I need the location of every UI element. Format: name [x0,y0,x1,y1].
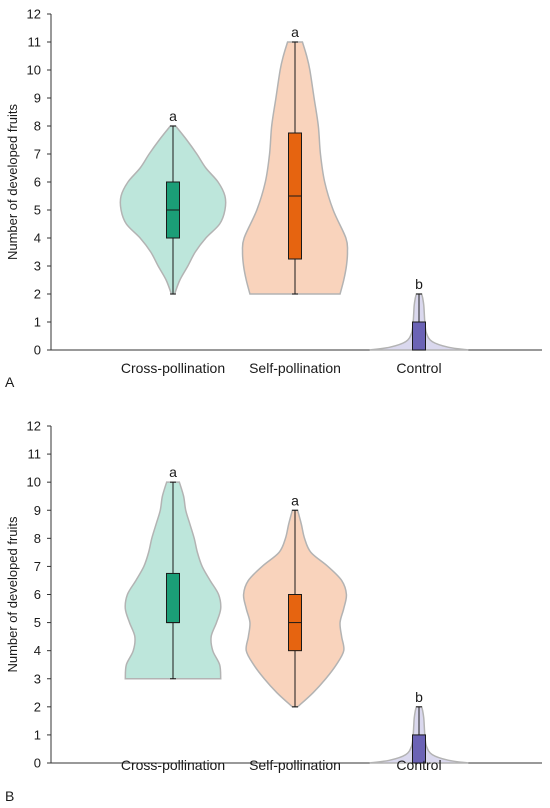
significance-letter: a [169,464,177,480]
y-tick-label: 11 [28,35,42,50]
y-tick-label: 12 [27,419,41,434]
violin-self-pollination: a [241,24,349,295]
significance-letter: b [415,276,423,292]
box-iqr [412,321,426,351]
y-tick-label: 1 [34,315,41,330]
panel-label: A [5,374,15,390]
x-category-label: Control [396,360,441,376]
significance-letter: a [291,492,299,508]
violin-cross-pollination: a [124,464,222,680]
y-tick-label: 5 [34,615,41,630]
y-tick-label: 9 [34,503,41,518]
y-tick-label: 7 [34,559,41,574]
x-category-label: Control [396,757,441,773]
y-tick-label: 4 [34,643,41,658]
panel-label: B [5,788,14,804]
violin-self-pollination: a [242,492,348,708]
y-tick-label: 6 [34,587,41,602]
y-tick-label: 9 [34,91,41,106]
y-axis-label: Number of developed fruits [5,516,20,673]
significance-letter: b [415,689,423,705]
y-tick-label: 0 [34,756,41,771]
y-tick-label: 8 [34,531,41,546]
violin-cross-pollination: a [119,108,227,295]
y-tick-label: 8 [34,119,41,134]
y-tick-label: 10 [27,475,41,490]
y-tick-label: 10 [27,63,41,78]
box-iqr [166,572,180,624]
y-tick-label: 7 [34,147,41,162]
y-tick-label: 2 [34,287,41,302]
significance-letter: a [291,24,299,40]
y-tick-label: 11 [28,447,42,462]
y-tick-label: 6 [34,175,41,190]
y-tick-label: 3 [34,259,41,274]
y-tick-label: 12 [27,7,41,22]
y-tick-label: 0 [34,343,41,358]
violin-control: b [369,276,469,351]
violin-control: b [369,689,469,764]
y-tick-label: 2 [34,699,41,714]
x-category-label: Self-pollination [249,757,341,773]
significance-letter: a [169,108,177,124]
x-category-label: Self-pollination [249,360,341,376]
y-tick-label: 4 [34,231,41,246]
y-tick-label: 3 [34,671,41,686]
y-tick-label: 5 [34,203,41,218]
x-category-label: Cross-pollination [121,360,225,376]
x-category-label: Cross-pollination [121,757,225,773]
y-tick-label: 1 [34,727,41,742]
y-axis-label: Number of developed fruits [5,103,20,260]
